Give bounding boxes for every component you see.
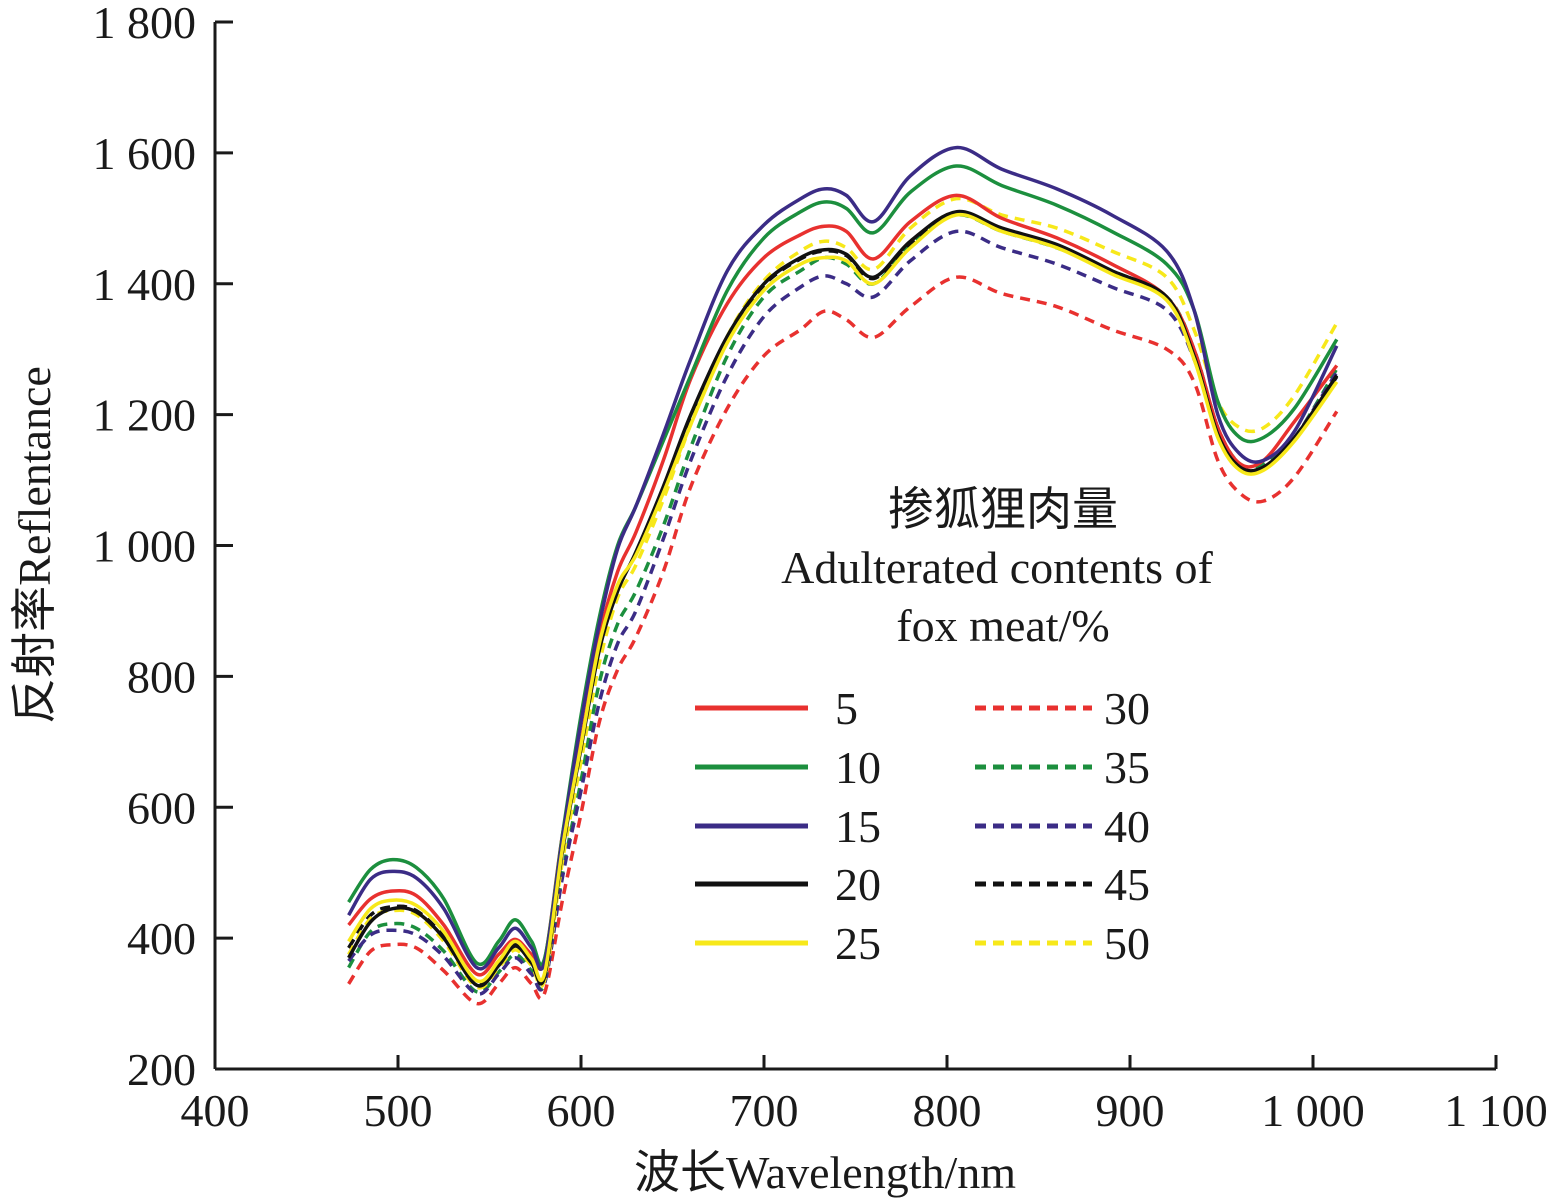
legend: 掺狐狸肉量 Adulterated contents of fox meat/%…	[695, 484, 1214, 969]
x-tick-label: 1 100	[1444, 1085, 1548, 1136]
legend-label-10: 10	[835, 742, 881, 793]
y-tick-label: 1 800	[93, 0, 197, 48]
legend-label-5: 5	[835, 683, 858, 734]
legend-title-line-1: 掺狐狸肉量	[888, 484, 1118, 535]
y-tick-label: 1 200	[93, 390, 197, 441]
x-tick-label: 900	[1096, 1085, 1165, 1136]
series-line-30	[347, 275, 1339, 1006]
legend-label-20: 20	[835, 859, 881, 910]
x-ticks: 400 500 600 700 800 900 1 000 1 100	[181, 1055, 1548, 1136]
x-tick-label: 800	[913, 1085, 982, 1136]
x-tick-label: 1 000	[1261, 1085, 1365, 1136]
y-tick-label: 200	[127, 1044, 196, 1095]
x-tick-label: 400	[181, 1085, 250, 1136]
x-tick-label: 600	[547, 1085, 616, 1136]
legend-entries: 5 10 15 20 25 30 35 40 45 50	[695, 683, 1150, 969]
y-tick-label: 1 600	[93, 128, 197, 179]
series-layer	[347, 145, 1339, 1006]
legend-label-40: 40	[1104, 801, 1150, 852]
y-axis-title: 反射率Reflentance	[9, 366, 60, 724]
y-tick-label: 400	[127, 913, 196, 964]
y-tick-label: 600	[127, 782, 196, 833]
legend-label-30: 30	[1104, 683, 1150, 734]
series-line-25	[347, 212, 1339, 984]
series-line-40	[347, 229, 1339, 996]
legend-label-25: 25	[835, 918, 881, 969]
x-tick-label: 700	[730, 1085, 799, 1136]
x-tick-label: 500	[364, 1085, 433, 1136]
y-ticks: 200 400 600 800 1 000 1 200 1 400 1 600 1 800	[93, 0, 233, 1095]
y-tick-label: 800	[127, 651, 196, 702]
series-line-10	[347, 164, 1339, 967]
legend-title-line-3: fox meat/%	[896, 600, 1109, 651]
legend-label-15: 15	[835, 801, 881, 852]
legend-label-35: 35	[1104, 742, 1150, 793]
series-line-15	[347, 145, 1339, 972]
y-tick-label: 1 400	[93, 259, 197, 310]
x-axis-title: 波长Wavelength/nm	[634, 1147, 1016, 1198]
legend-label-45: 45	[1104, 859, 1150, 910]
legend-label-50: 50	[1104, 918, 1150, 969]
legend-title-line-2: Adulterated contents of	[781, 542, 1213, 593]
y-tick-label: 1 000	[93, 521, 197, 572]
